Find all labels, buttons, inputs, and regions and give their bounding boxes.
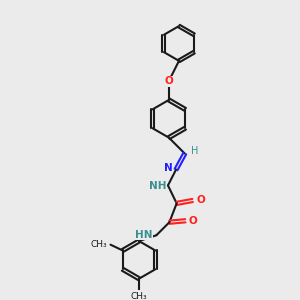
Text: O: O: [189, 216, 198, 226]
Text: N: N: [164, 163, 172, 173]
Text: O: O: [164, 76, 173, 86]
Text: CH₃: CH₃: [131, 292, 147, 300]
Text: CH₃: CH₃: [90, 240, 107, 249]
Text: H: H: [191, 146, 199, 156]
Text: HN: HN: [135, 230, 153, 240]
Text: O: O: [196, 196, 205, 206]
Text: NH: NH: [149, 181, 166, 191]
